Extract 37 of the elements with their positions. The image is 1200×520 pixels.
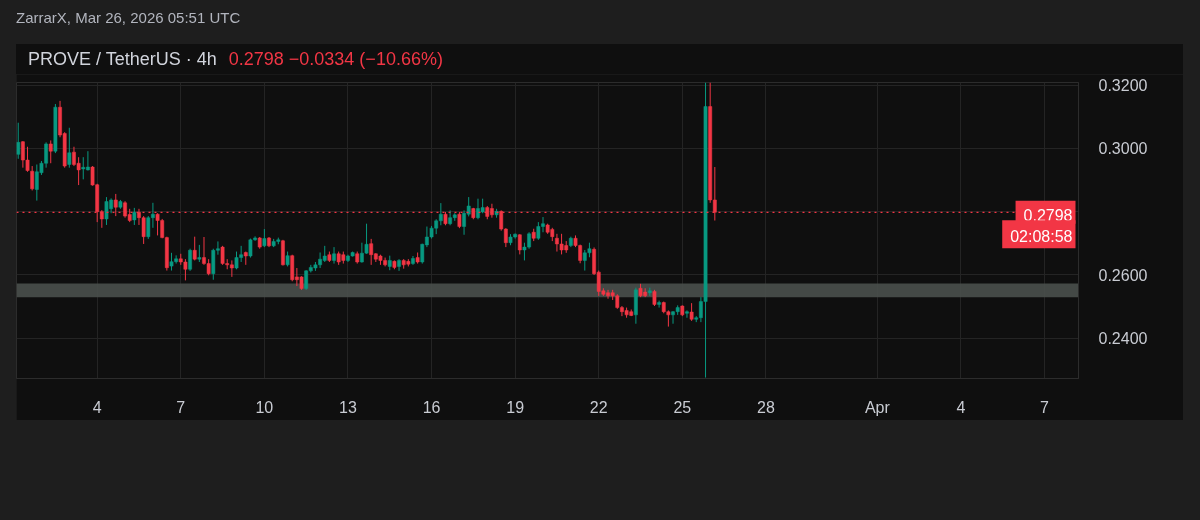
candlestick	[517, 233, 522, 255]
x-tick-label: Apr	[864, 398, 891, 416]
candlestick	[183, 258, 188, 281]
candlestick	[559, 233, 564, 255]
candlestick	[438, 202, 443, 226]
y-tick-label: 0.3200	[1098, 77, 1148, 95]
candlestick	[81, 156, 86, 180]
candlestick	[48, 139, 53, 164]
y-tick-label: 0.3000	[1098, 140, 1148, 158]
candlestick	[369, 238, 374, 266]
x-tick-label: 4	[92, 398, 102, 416]
annotation: 02:08:58	[1010, 228, 1073, 246]
candlestick	[332, 246, 336, 265]
y-tick-label: 0.2400	[1098, 330, 1148, 348]
chart-title: PROVE / TetherUS · 4h	[28, 49, 217, 69]
x-tick-label: 7	[1040, 398, 1050, 416]
ref-line-label: 0.2798	[1023, 206, 1073, 224]
text: ZarrarX, Mar 26, 2026 05:51 UTC	[16, 8, 241, 28]
x-tick-label: 13	[339, 398, 357, 416]
candlestick	[67, 127, 72, 169]
candlestick	[685, 309, 689, 319]
chart-subtitle: 0.2798 −0.0334 (−10.66%)	[228, 49, 443, 69]
x-tick-label: 7	[176, 398, 186, 416]
x-tick-label: 10	[255, 398, 274, 416]
candlestick	[657, 300, 661, 309]
candlestick	[304, 269, 309, 291]
x-tick-label: 16	[422, 398, 441, 416]
x-tick-label: 4	[956, 398, 966, 416]
candlestick	[229, 259, 234, 278]
x-tick-label: 28	[757, 398, 775, 416]
candlestick	[188, 248, 192, 272]
x-tick-label: 19	[506, 398, 525, 416]
y-tick-label: 0.2600	[1098, 266, 1148, 284]
x-tick-label: 22	[589, 398, 608, 416]
candlestick	[16, 122, 21, 160]
candlestick	[104, 196, 109, 226]
x-tick-label: 25	[673, 398, 692, 416]
